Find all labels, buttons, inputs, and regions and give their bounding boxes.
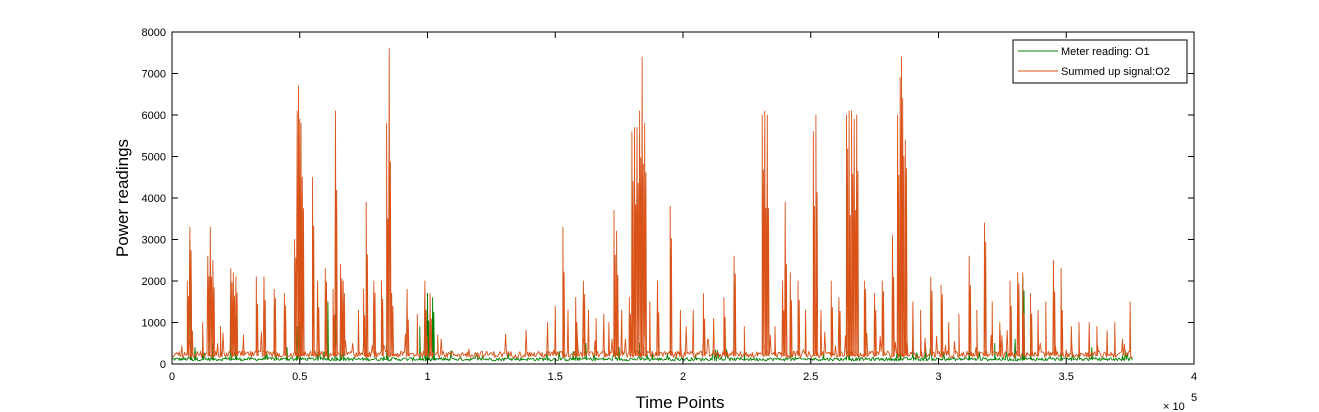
x-tick-label: 2.5: [803, 371, 818, 383]
x-tick-label: 0.5: [292, 371, 307, 383]
y-tick-label: 2000: [142, 276, 166, 288]
y-axis-ticks: 0 1000 2000 3000 4000 5000 6000 7000 8000: [142, 27, 1194, 371]
y-tick-label: 0: [160, 359, 166, 371]
x-axis-label: Time Points: [635, 393, 724, 412]
y-tick-label: 5000: [142, 152, 166, 164]
x-tick-label: 0: [169, 371, 175, 383]
x-tick-label: 2: [680, 371, 686, 383]
legend-label-meter-reading: Meter reading: O1: [1061, 46, 1150, 58]
series-line-summed-signal: [171, 48, 1133, 359]
x-tick-label: 3: [935, 371, 941, 383]
x-axis-ticks: 0 0.5 1 1.5 2 2.5 3 3.5 4: [169, 32, 1197, 383]
series-layer: [171, 48, 1133, 362]
y-tick-label: 1000: [142, 318, 166, 330]
y-axis-label: Power readings: [113, 139, 132, 257]
legend-box: [1012, 39, 1188, 84]
legend-label-summed-signal: Summed up signal:O2: [1061, 66, 1170, 78]
y-tick-label: 8000: [142, 27, 166, 39]
x-tick-label: 1.5: [548, 371, 563, 383]
x-tick-label: 3.5: [1059, 371, 1074, 383]
series-line-meter-reading: [172, 239, 1133, 362]
x-tick-label: 4: [1191, 371, 1197, 383]
y-tick-label: 4000: [142, 193, 166, 205]
x-axis-multiplier: × 10: [1163, 401, 1185, 412]
y-tick-label: 3000: [142, 235, 166, 247]
x-axis-multiplier-exponent: 5: [1191, 392, 1197, 404]
y-tick-label: 7000: [142, 69, 166, 81]
legend: Meter reading: O1 Summed up signal:O2: [1012, 39, 1188, 84]
y-tick-label: 6000: [142, 110, 166, 122]
x-tick-label: 1: [424, 371, 430, 383]
